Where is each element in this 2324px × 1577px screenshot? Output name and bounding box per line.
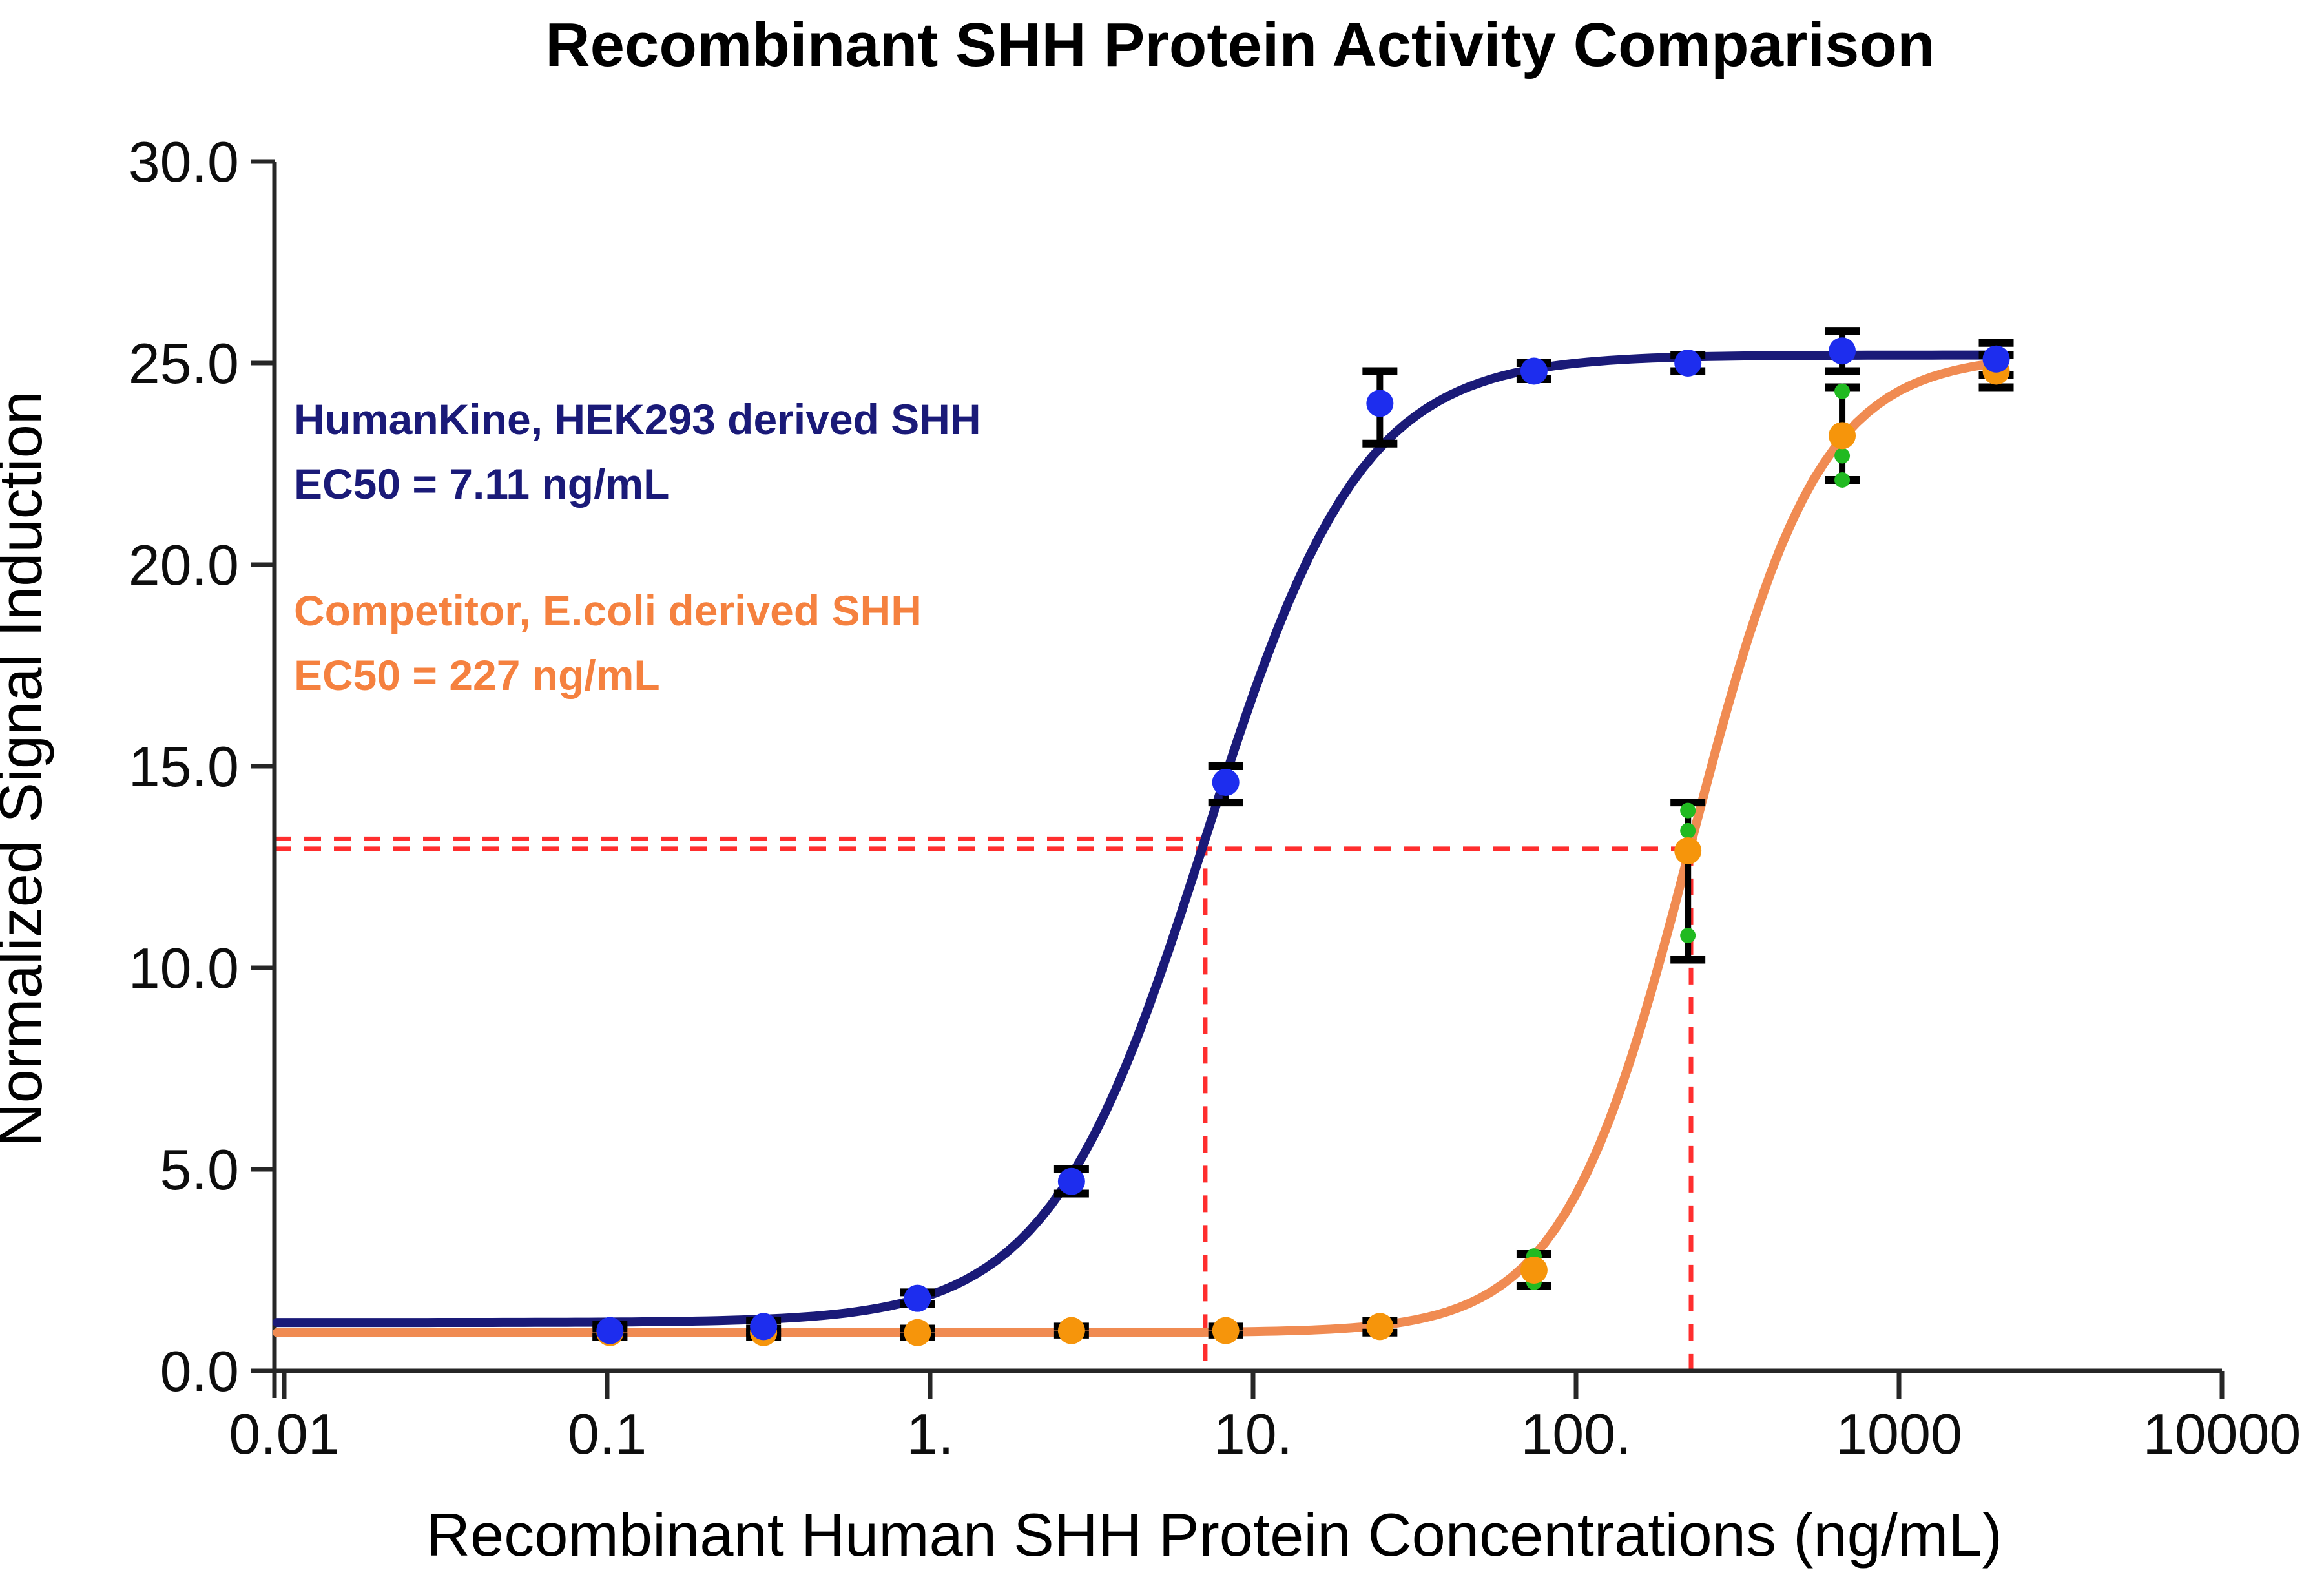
x-tick-label: 1. — [906, 1402, 953, 1466]
chart-title: Recombinant SHH Protein Activity Compari… — [545, 10, 1935, 79]
data-point-hek293 — [1057, 1167, 1085, 1195]
x-tick-label: 0.01 — [229, 1402, 339, 1466]
x-tick-label: 0.1 — [568, 1402, 647, 1466]
replicate-point — [1834, 472, 1851, 488]
data-point-ecoli — [1829, 422, 1856, 450]
data-point-hek293 — [1366, 390, 1394, 417]
error-bars — [592, 327, 2014, 1341]
y-tick-label: 10.0 — [129, 936, 239, 1000]
data-point-hek293 — [904, 1284, 931, 1312]
x-axis-label: Recombinant Human SHH Protein Concentrat… — [426, 1501, 2002, 1569]
x-tick-label: 1000 — [1836, 1402, 1962, 1466]
replicate-point — [1834, 448, 1851, 464]
y-tick-label: 0.0 — [160, 1339, 239, 1403]
annotation-block: HumanKine, HEK293 derived SHH EC50 = 7.1… — [294, 395, 981, 699]
y-tick-label: 15.0 — [129, 735, 239, 799]
replicate-point — [1680, 928, 1696, 944]
data-point-hek293 — [750, 1313, 778, 1341]
data-points — [596, 337, 2010, 1346]
ec50-guide-lines — [275, 836, 1694, 1371]
replicate-point — [1680, 802, 1696, 819]
data-point-hek293 — [1674, 350, 1702, 377]
data-point-hek293 — [1212, 768, 1240, 796]
series-ecoli-label: Competitor, E.coli derived SHH — [294, 587, 922, 634]
x-tick-label: 100. — [1520, 1402, 1631, 1466]
y-tick-label: 5.0 — [160, 1138, 239, 1202]
series-hek293-ec50: EC50 = 7.11 ng/mL — [294, 460, 669, 508]
data-point-ecoli — [1212, 1317, 1240, 1344]
data-point-ecoli — [1520, 1257, 1548, 1284]
data-point-hek293 — [596, 1317, 624, 1344]
data-point-hek293 — [1520, 357, 1548, 385]
series-hek293-label: HumanKine, HEK293 derived SHH — [294, 395, 981, 443]
y-axis-label: Normalized Signal Induction — [0, 391, 54, 1147]
data-point-ecoli — [1674, 837, 1702, 865]
x-tick-label: 10. — [1214, 1402, 1292, 1466]
y-tick-label: 30.0 — [129, 130, 239, 194]
tick-labels: 0.01 0.1 1. 10. 100. 1000 10000 0.0 5.0 10.0 15.0 2… — [129, 130, 2301, 1466]
axes — [251, 159, 2225, 1399]
replicate-point — [1680, 822, 1696, 839]
fit-curves — [273, 350, 2001, 1337]
replicate-point — [1834, 383, 1851, 399]
series-ecoli-ec50: EC50 = 227 ng/mL — [294, 651, 660, 699]
y-tick-label: 25.0 — [129, 331, 239, 395]
data-point-ecoli — [1057, 1317, 1085, 1344]
data-point-hek293 — [1982, 345, 2010, 373]
fit-curve-ecoli — [273, 359, 2001, 1337]
y-tick-label: 20.0 — [129, 533, 239, 597]
x-tick-label: 10000 — [2143, 1402, 2301, 1466]
data-point-ecoli — [1366, 1313, 1394, 1341]
data-point-hek293 — [1829, 337, 1856, 365]
fit-curve-hek293 — [273, 350, 2001, 1328]
data-point-ecoli — [904, 1319, 931, 1346]
